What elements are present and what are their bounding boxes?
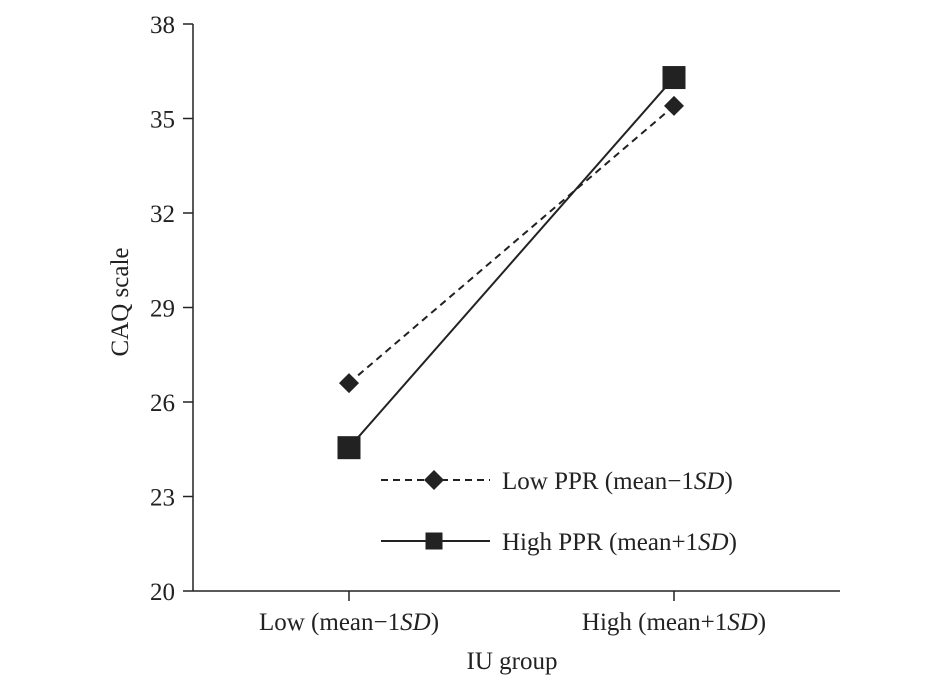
data-point-diamond: [339, 373, 359, 394]
y-tick-label: 20: [150, 579, 175, 606]
y-tick-label: 35: [150, 107, 175, 134]
legend: Low PPR (mean−1SD) High PPR (mean+1SD): [381, 468, 737, 556]
series-layer: [337, 66, 686, 460]
y-axis: 20 23 26 29 32 35 38: [150, 12, 194, 606]
legend-item-2: High PPR (mean+1SD): [381, 529, 737, 556]
y-tick-label: 23: [150, 485, 175, 512]
data-point-square: [662, 66, 686, 90]
x-tick-label: High (mean+1SD): [582, 609, 766, 636]
x-tick-label: Low (mean−1SD): [259, 609, 439, 636]
legend-marker-square: [425, 532, 443, 550]
series-line: [348, 105, 675, 384]
legend-label: Low PPR (mean−1SD): [502, 468, 733, 495]
legend-item-1: Low PPR (mean−1SD): [381, 468, 733, 495]
x-axis-title: IU group: [467, 648, 558, 675]
data-point-square: [337, 436, 361, 460]
x-axis: Low (mean−1SD) High (mean+1SD): [193, 590, 840, 636]
y-tick-label: 32: [150, 201, 175, 228]
data-point-diamond: [664, 95, 684, 116]
y-tick-label: 38: [150, 12, 175, 39]
y-tick-label: 29: [150, 296, 175, 323]
legend-label: High PPR (mean+1SD): [502, 529, 737, 556]
legend-marker-diamond: [424, 470, 444, 490]
series-2: [337, 66, 686, 460]
y-tick-label: 26: [150, 390, 175, 417]
y-axis-title: CAQ scale: [107, 248, 134, 357]
series-1: [339, 95, 684, 394]
series-line: [348, 76, 675, 449]
